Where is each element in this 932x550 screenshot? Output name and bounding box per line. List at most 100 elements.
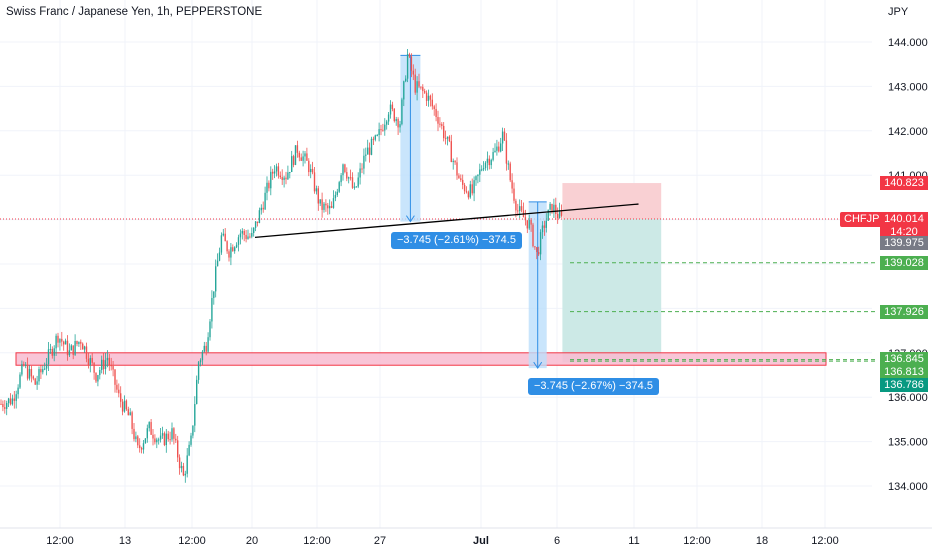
candle-body <box>55 335 57 349</box>
candle-body <box>351 177 354 188</box>
candle-body <box>308 160 310 173</box>
symbol-tag: CHFJPY <box>840 212 891 227</box>
candle-body <box>313 172 316 192</box>
measure-arrowhead <box>405 215 415 223</box>
y-tick-label: 134.000 <box>888 481 928 493</box>
candle-body <box>120 393 122 402</box>
candle-body <box>330 206 333 208</box>
candle-body <box>247 236 249 239</box>
x-tick-label: 18 <box>756 535 768 547</box>
candle-body <box>353 186 356 188</box>
candle-body <box>222 233 224 236</box>
candle-body <box>490 159 492 166</box>
candle-body <box>268 182 270 189</box>
bottom-price-badge: 136.786 <box>880 378 928 392</box>
trendline <box>254 203 639 239</box>
candle-body <box>26 364 29 379</box>
candle-body <box>68 350 71 356</box>
candle-body <box>281 177 283 180</box>
candle-body <box>386 121 388 125</box>
candle-body <box>408 54 411 57</box>
candle-body <box>319 199 321 204</box>
candle-body <box>450 141 452 163</box>
candle-body <box>530 219 532 225</box>
candle-body <box>433 106 435 110</box>
candle-body <box>427 95 430 101</box>
candle-body <box>17 387 19 395</box>
target-4-badge: 136.813 <box>880 365 928 379</box>
candle-body <box>211 297 213 322</box>
candle-body <box>70 345 72 351</box>
candle-body <box>287 172 289 180</box>
candle-body <box>479 169 481 175</box>
candle-body <box>148 422 150 429</box>
candle-body <box>63 341 65 345</box>
candle-body <box>298 152 300 158</box>
candle-body <box>538 252 540 255</box>
candle-body <box>534 246 536 248</box>
candle-body <box>38 369 40 382</box>
candle-body <box>224 233 226 242</box>
candle-body <box>549 203 551 210</box>
candle-body <box>560 210 563 216</box>
candle-body <box>338 182 340 192</box>
candle-body <box>89 357 91 365</box>
candle-body <box>346 172 348 179</box>
candle-body <box>139 445 141 449</box>
candle-body <box>332 198 335 208</box>
candle-body <box>74 341 76 355</box>
candle-body <box>177 440 179 458</box>
candle-body <box>344 164 346 173</box>
candle-body <box>159 435 162 440</box>
candle-body <box>243 230 245 235</box>
candle-body <box>258 210 261 223</box>
bid-price-badge: 139.975 <box>880 236 928 250</box>
candle-body <box>471 184 473 194</box>
candle-body <box>114 369 116 385</box>
candle-body <box>152 434 154 439</box>
candle-body <box>135 436 137 440</box>
measure-callout-2[interactable]: −3.745 (−2.67%) −374.5 <box>528 378 659 395</box>
measure-callout-1[interactable]: −3.745 (−2.61%) −374.5 <box>391 232 522 249</box>
y-tick-label: 144.000 <box>888 37 928 49</box>
candle-body <box>237 237 240 245</box>
candle-body <box>158 439 160 441</box>
candle-body <box>40 369 42 373</box>
candle-body <box>498 146 500 152</box>
candle-body <box>503 131 506 141</box>
candle-body <box>80 341 82 344</box>
candle-body <box>285 177 287 180</box>
candle-body <box>401 99 403 125</box>
x-tick-label: 20 <box>246 535 258 547</box>
take-profit-zone <box>562 218 662 363</box>
candle-body <box>279 175 281 178</box>
candle-body <box>475 176 477 181</box>
candle-body <box>545 220 547 228</box>
candle-body <box>429 95 432 100</box>
candle-body <box>412 70 414 75</box>
candle-body <box>482 168 485 170</box>
candle-body <box>370 138 373 155</box>
candle-body <box>361 168 363 170</box>
candle-body <box>127 409 129 416</box>
x-tick-label: 6 <box>554 535 560 547</box>
candle-body <box>317 188 319 204</box>
candle-body <box>61 338 63 342</box>
candle-body <box>424 91 426 93</box>
candle-body <box>146 428 148 439</box>
candle-body <box>30 369 33 377</box>
y-tick-label: 143.000 <box>888 81 928 93</box>
candle-body <box>239 233 242 238</box>
candle-body <box>431 99 433 107</box>
candle-body <box>161 433 164 436</box>
candle-body <box>520 206 523 211</box>
candle-body <box>156 439 158 443</box>
candle-body <box>129 412 131 416</box>
candle-body <box>254 221 257 228</box>
candle-body <box>203 345 205 352</box>
candle-body <box>289 172 291 174</box>
candle-body <box>505 140 508 164</box>
chart-title: Swiss Franc / Japanese Yen, 1h, PEPPERST… <box>6 6 263 18</box>
